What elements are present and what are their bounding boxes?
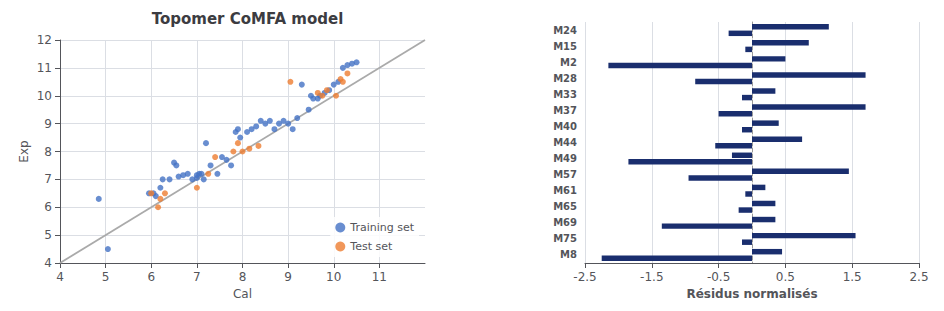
svg-text:-2.5: -2.5	[573, 270, 596, 284]
svg-text:M65: M65	[553, 201, 577, 212]
svg-text:M24: M24	[553, 25, 577, 36]
svg-text:10: 10	[326, 270, 341, 284]
svg-text:M8: M8	[560, 249, 577, 260]
svg-text:M15: M15	[553, 41, 577, 52]
svg-text:Résidus normalisés: Résidus normalisés	[686, 287, 817, 301]
svg-text:8: 8	[44, 145, 52, 159]
svg-text:-1.5: -1.5	[640, 270, 663, 284]
svg-text:4: 4	[56, 270, 64, 284]
svg-text:7: 7	[193, 270, 201, 284]
svg-text:M61: M61	[553, 185, 577, 196]
svg-text:M37: M37	[553, 105, 577, 116]
svg-text:11: 11	[37, 61, 52, 75]
svg-text:5: 5	[44, 228, 52, 242]
svg-text:Training set: Training set	[349, 221, 414, 234]
svg-text:M57: M57	[553, 169, 577, 180]
svg-text:2.5: 2.5	[909, 270, 928, 284]
svg-text:Cal: Cal	[233, 287, 252, 301]
svg-text:M2: M2	[560, 57, 577, 68]
svg-text:Test set: Test set	[349, 240, 393, 253]
svg-text:4: 4	[44, 256, 52, 270]
svg-text:M40: M40	[553, 121, 577, 132]
svg-text:11: 11	[372, 270, 387, 284]
svg-text:M75: M75	[553, 233, 577, 244]
svg-text:1.5: 1.5	[843, 270, 862, 284]
svg-text:0.5: 0.5	[776, 270, 795, 284]
svg-text:Exp: Exp	[17, 140, 31, 162]
svg-text:M69: M69	[553, 217, 577, 228]
svg-text:-0.5: -0.5	[707, 270, 730, 284]
svg-text:M33: M33	[553, 89, 577, 100]
svg-text:9: 9	[284, 270, 292, 284]
svg-text:10: 10	[37, 89, 52, 103]
svg-text:5: 5	[102, 270, 110, 284]
svg-text:9: 9	[44, 117, 52, 131]
svg-text:12: 12	[37, 33, 52, 47]
svg-text:M28: M28	[553, 73, 577, 84]
svg-text:M44: M44	[553, 137, 577, 148]
svg-text:Topomer CoMFA model: Topomer CoMFA model	[152, 10, 344, 28]
svg-text:6: 6	[44, 200, 52, 214]
svg-text:8: 8	[239, 270, 247, 284]
svg-text:7: 7	[44, 172, 52, 186]
svg-text:M49: M49	[553, 153, 577, 164]
svg-text:6: 6	[147, 270, 155, 284]
